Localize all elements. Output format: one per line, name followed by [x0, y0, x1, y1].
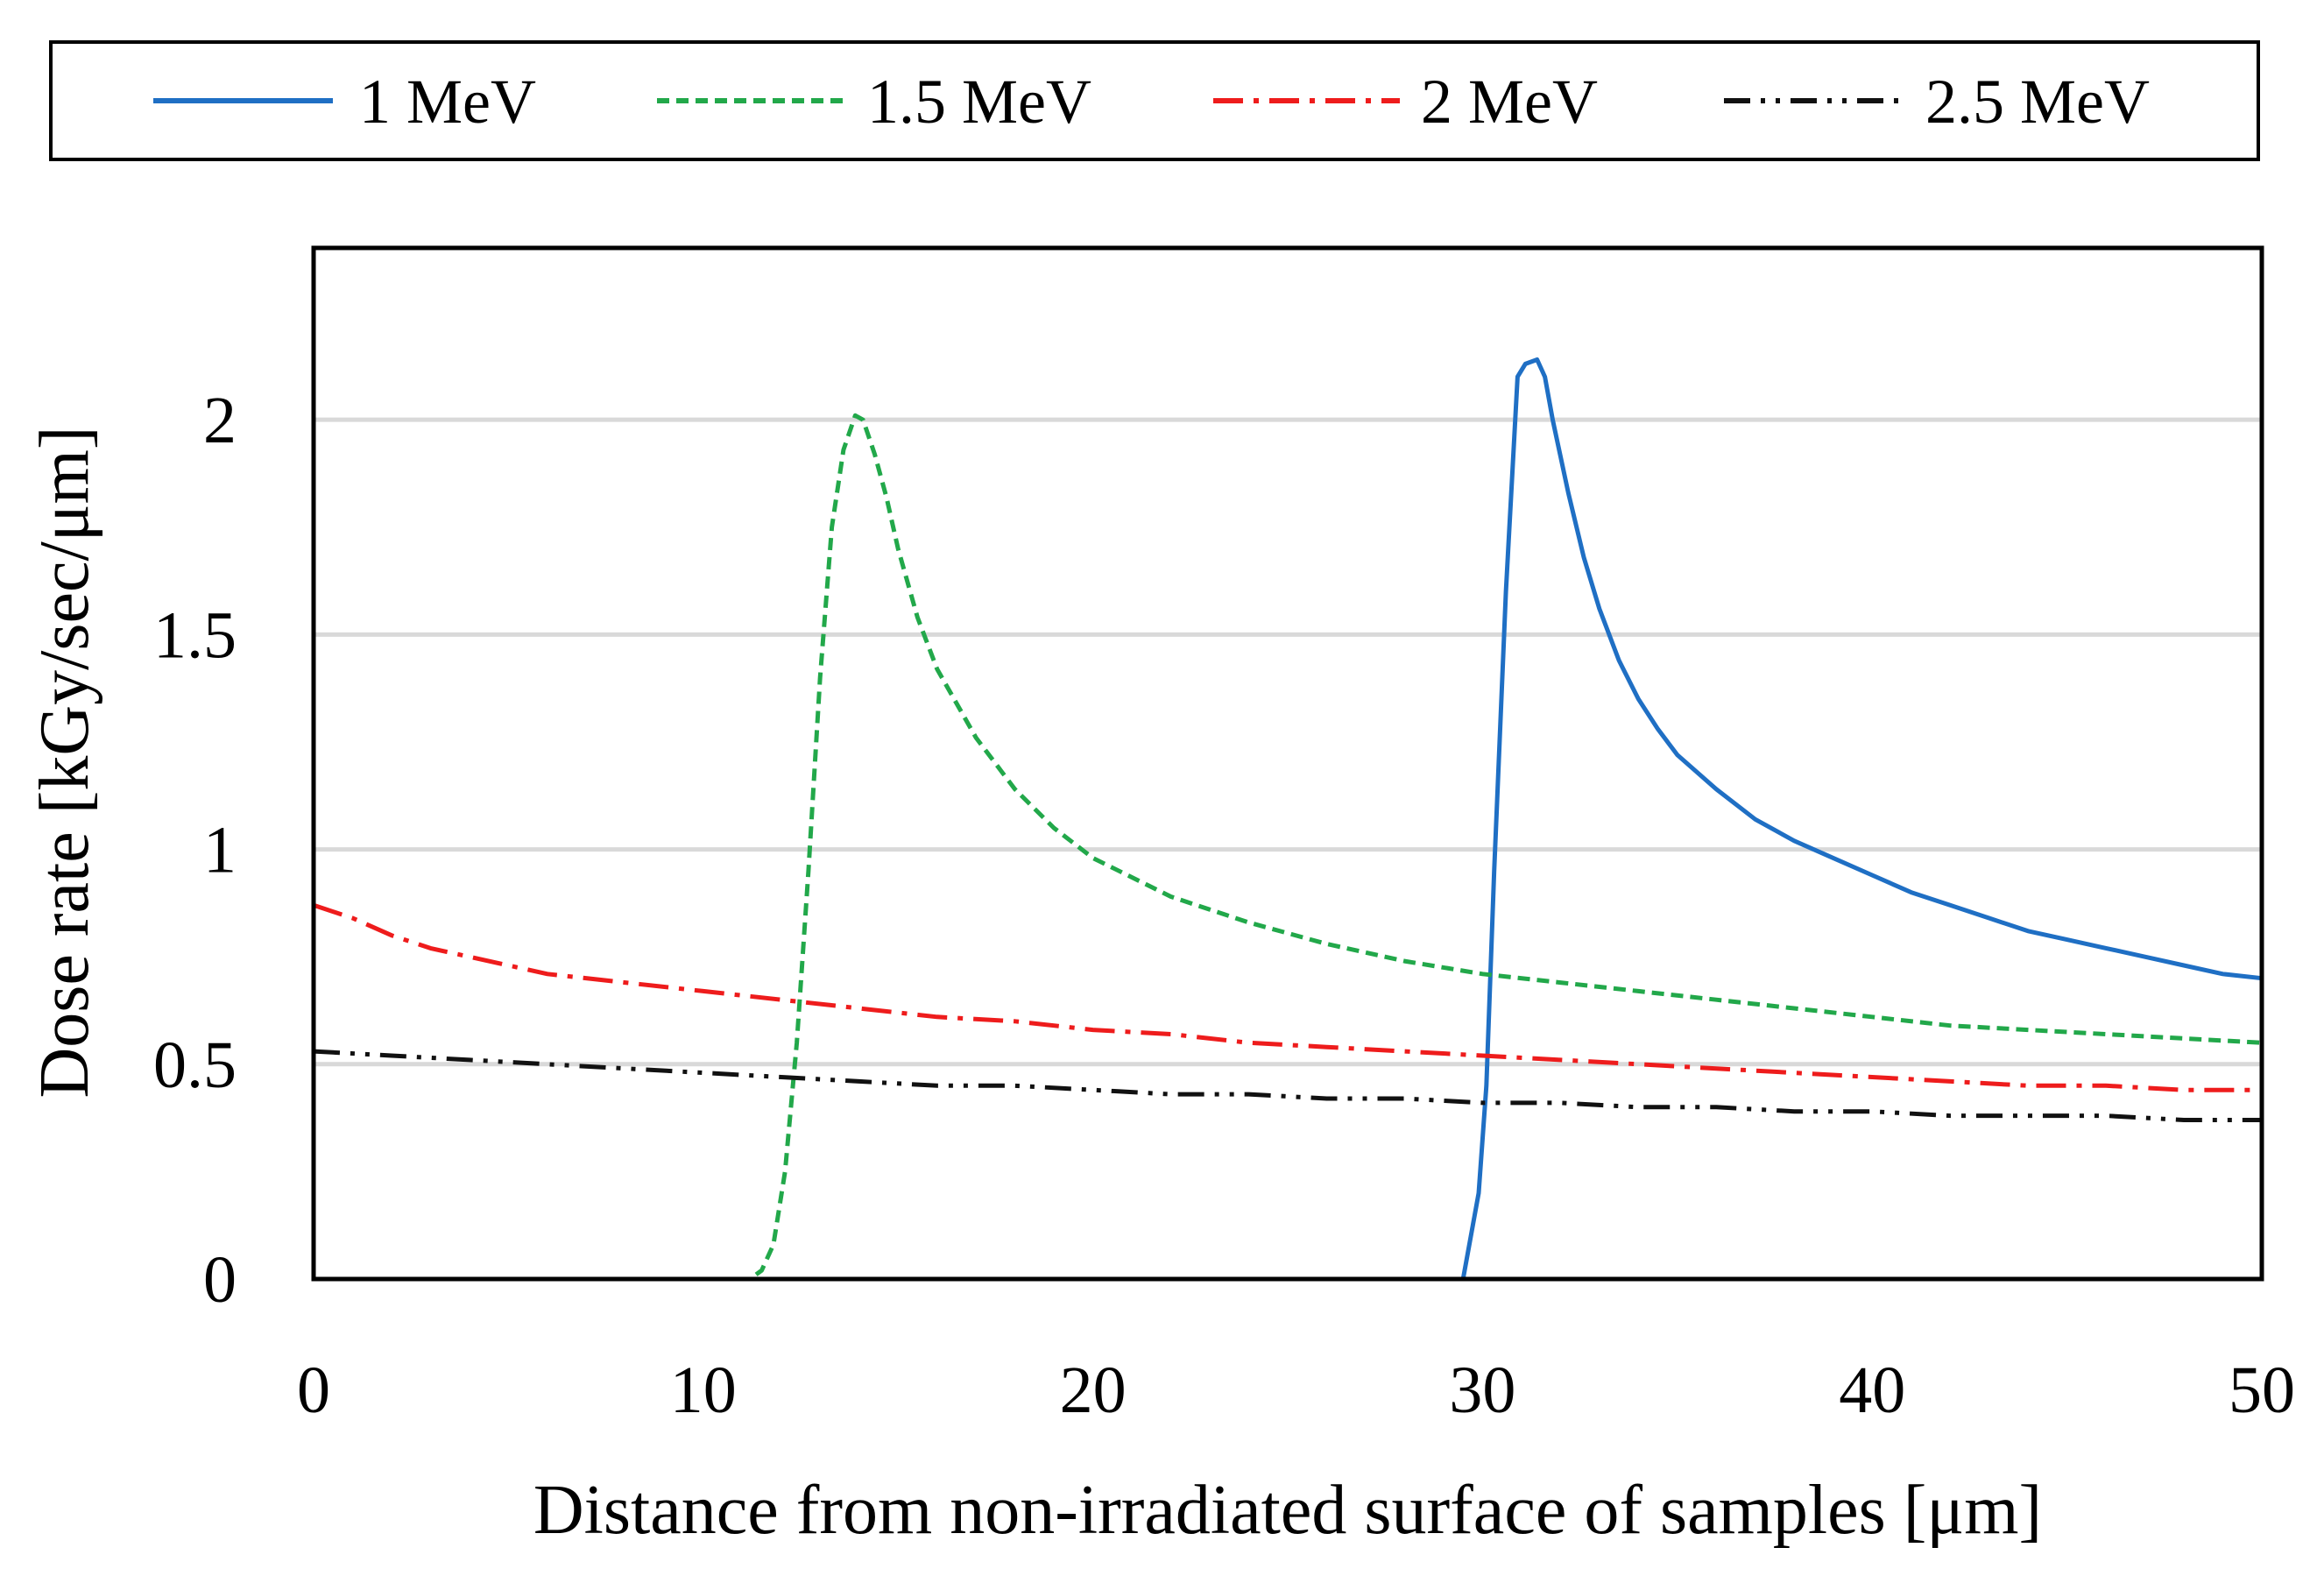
- plot-area: [311, 245, 2264, 1282]
- x-tick-label: 0: [297, 1353, 330, 1427]
- y-axis-title: Dose rate [kGy/sec/μm]: [26, 426, 103, 1098]
- x-tick-label: 50: [2229, 1353, 2295, 1427]
- y-tick-label: 0: [203, 1243, 237, 1317]
- x-axis-title: Distance from non-irradiated surface of …: [533, 1472, 2042, 1549]
- y-tick-label: 0.5: [153, 1028, 237, 1102]
- series-line-1-5-mev: [738, 413, 2263, 1282]
- gridlines: [314, 417, 2262, 1067]
- series-line-2-mev: [313, 902, 2262, 1092]
- y-axis-ticks: 0 0.5 1 1.5 2: [153, 384, 237, 1317]
- legend-label-1-mev: 1 MeV: [359, 67, 536, 137]
- series-line-1-mev: [1460, 357, 2263, 1280]
- legend-entry-1-mev: 1 MeV: [153, 67, 536, 137]
- legend: 1 MeV 1.5 MeV 2 MeV 2.5 MeV: [49, 40, 2260, 161]
- legend-entry-2-mev: 2 MeV: [1213, 67, 1598, 137]
- y-tick-label: 1.5: [153, 598, 237, 672]
- legend-label-2-5-mev: 2.5 MeV: [1925, 67, 2150, 137]
- legend-entry-1-5-mev: 1.5 MeV: [657, 67, 1091, 137]
- x-tick-label: 30: [1449, 1353, 1515, 1427]
- x-axis-ticks: 0 10 20 30 40 50: [297, 1353, 2295, 1427]
- legend-entry-2-5-mev: 2.5 MeV: [1724, 67, 2150, 137]
- x-tick-label: 10: [670, 1353, 737, 1427]
- y-tick-label: 1: [203, 814, 237, 887]
- legend-label-2-mev: 2 MeV: [1421, 67, 1598, 137]
- x-tick-label: 40: [1839, 1353, 1905, 1427]
- plot-frame: [311, 245, 2264, 1282]
- legend-box: [49, 40, 2260, 161]
- legend-label-1-5-mev: 1.5 MeV: [867, 67, 1091, 137]
- series-lines: [313, 357, 2263, 1282]
- x-tick-label: 20: [1060, 1353, 1127, 1427]
- y-tick-label: 2: [203, 384, 237, 457]
